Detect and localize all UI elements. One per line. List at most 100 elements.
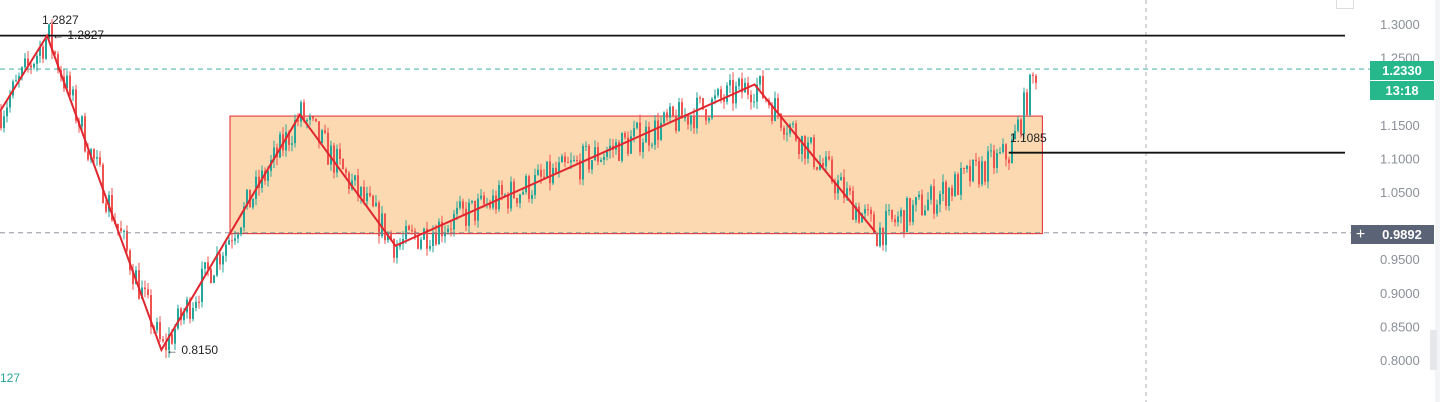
candle-body [834,181,836,194]
candle-body [846,188,848,198]
candle-body [825,156,827,167]
candle-body [678,102,680,131]
candle-body [555,167,557,173]
candle-body [441,221,443,237]
candle-body [984,161,986,182]
candle-body [744,82,746,93]
candle-body [312,116,314,119]
y-tick-label: 0.8000 [1380,353,1420,368]
candle-body [798,140,800,155]
candle-body [693,115,695,129]
candle-body [414,231,416,236]
corner-button[interactable] [1336,0,1354,9]
candle-body [795,123,797,141]
candle-body [939,193,941,205]
candle-body [777,98,779,114]
candle-body [945,182,947,207]
candle-body [273,147,275,160]
candle-body [594,147,596,161]
candle-body [36,55,38,64]
candle-body [780,113,782,128]
candle-body [654,120,656,145]
candle-body [318,121,320,143]
candle-body [579,160,581,180]
candle-body [420,239,422,249]
candle-body [336,148,338,173]
candle-body [363,186,365,202]
candle-body [519,194,521,204]
candle-body [366,193,368,202]
candle-body [546,161,548,177]
candle-body [948,187,950,207]
candle-body [849,188,851,191]
candle-body [981,161,983,185]
candle-body [570,160,572,163]
candle-body [447,228,449,233]
candle-body [393,238,395,258]
candle-body [528,176,530,199]
candle-body [66,75,68,89]
candle-body [918,194,920,198]
candle-body [408,225,410,230]
candle-body [972,159,974,182]
candle-body [432,232,434,246]
candle-body [285,132,287,151]
candle-body [45,38,47,59]
candle-body [606,151,608,157]
candle-body [669,106,671,118]
candle-body [675,116,677,131]
candle-body [189,299,191,319]
candle-body [411,229,413,232]
candle-body [810,137,812,143]
candle-body [525,176,527,193]
candle-body [639,122,641,152]
candle-body [927,199,929,211]
candle-body [1029,74,1031,115]
candle-body [24,58,26,68]
candle-body [339,148,341,160]
candle-body [141,287,143,299]
candle-body [831,159,833,182]
candle-body [453,213,455,230]
y-tick-label: 1.1500 [1380,118,1420,133]
candle-body [906,198,908,233]
candle-body [855,206,857,220]
candle-body [240,227,242,235]
candle-body [30,65,32,68]
candle-body [147,289,149,296]
candle-body [978,161,980,185]
y-tick-label: 1.3000 [1380,17,1420,32]
candle-body [225,244,227,256]
candle-body [342,159,344,170]
candle-body [729,80,731,86]
candle-body [150,295,152,328]
y-tick-label: 1.1000 [1380,151,1420,166]
candle-body [117,223,119,229]
candle-body [426,228,428,249]
candle-body [699,97,701,99]
candle-body [873,214,875,234]
candle-body [585,145,587,147]
candle-body [921,194,923,216]
candle-body [372,195,374,207]
candle-body [132,270,134,285]
candle-body [840,177,842,181]
candle-body [531,194,533,199]
candle-body [330,145,332,165]
candle-body [1032,74,1034,76]
candle-body [9,95,11,108]
candle-body [1011,139,1013,163]
candle-body [213,275,215,283]
candle-body [930,186,932,200]
candle-body [87,151,89,160]
candle-body [858,206,860,223]
candle-body [489,203,491,208]
candle-body [234,238,236,241]
scrollbar[interactable] [1430,330,1437,370]
candle-body [1020,119,1022,135]
candle-body [1005,144,1007,160]
candle-body [624,133,626,138]
candle-body [105,203,107,212]
plus-icon[interactable]: + [1351,225,1370,244]
